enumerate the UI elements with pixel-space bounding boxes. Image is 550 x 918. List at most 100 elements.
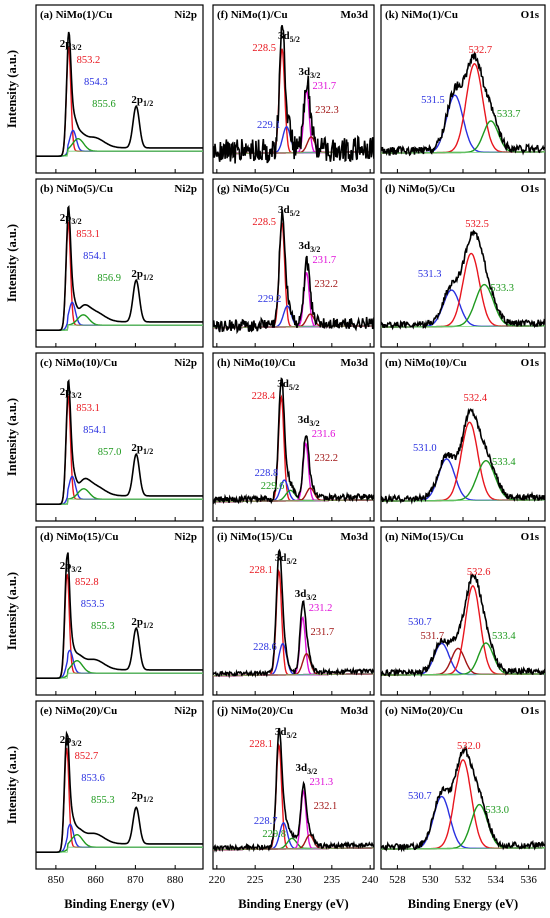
- peak-label: 533.4: [492, 457, 516, 468]
- panel-frame: [212, 700, 375, 870]
- peak-label: 228.6: [253, 642, 277, 653]
- panel-j: (j) NiMo(20)/Cu Mo3d 3d5/2 3d3/2 228.1 228.7 2…: [212, 700, 375, 870]
- panel-f: (f) NiMo(1)/Cu Mo3d 3d5/2 3d3/2 228.5 229.1 23…: [212, 4, 375, 174]
- panels-layer: (a) NiMo(1)/Cu Ni2p 2p3/2 2p1/2 853.2 854.3 85…: [35, 4, 546, 870]
- peak-label: 533.3: [490, 283, 514, 294]
- component-red-2: [381, 585, 545, 676]
- panel-element: Ni2p: [174, 9, 197, 21]
- x-tick-label: 880: [167, 874, 184, 886]
- peak-label: 855.3: [91, 795, 115, 806]
- panel-title: (h) NiMo(10)/Cu: [217, 357, 296, 369]
- orbital-label: 2p1/2: [131, 790, 153, 804]
- envelope-curve: [213, 377, 374, 506]
- peak-label: 531.7: [420, 631, 444, 642]
- peak-label: 231.2: [309, 603, 333, 614]
- peak-label: 532.5: [465, 219, 489, 230]
- component-magenta-2: [213, 616, 374, 677]
- panel-title: (e) NiMo(20)/Cu: [40, 705, 117, 717]
- panel-frame: [380, 526, 546, 696]
- x-tick-label: 528: [389, 874, 406, 886]
- x-tick-label: 860: [87, 874, 104, 886]
- plot-area: [381, 51, 545, 157]
- plot-area: [213, 24, 374, 164]
- envelope-curve: [36, 205, 203, 331]
- baseline: [36, 846, 203, 853]
- component-red-0: [36, 573, 203, 679]
- peak-label: 854.1: [83, 425, 107, 436]
- panel-title: (m) NiMo(10)/Cu: [385, 357, 467, 369]
- orbital-label: 2p1/2: [131, 268, 153, 282]
- component-red-0: [213, 222, 374, 329]
- x-tick-label: 536: [520, 874, 537, 886]
- orbital-label: 2p3/2: [60, 386, 82, 400]
- panel-i: (i) NiMo(15)/Cu Mo3d 3d5/2 3d3/2 228.1 228.6 2…: [212, 526, 375, 696]
- panel-title: (b) NiMo(5)/Cu: [40, 183, 113, 195]
- y-axis-label: Intensity (a.u.): [5, 50, 19, 128]
- panel-o: (o) NiMo(20)/Cu O1s 530.7 532.0 533.0: [380, 700, 546, 870]
- peak-label: 231.7: [311, 627, 335, 638]
- panel-l: (l) NiMo(5)/Cu O1s 531.3 532.5 533.3: [380, 178, 546, 348]
- panel-k: (k) NiMo(1)/Cu O1s 531.5 532.7 533.7: [380, 4, 546, 174]
- panel-element: Ni2p: [174, 357, 197, 369]
- envelope-curve: [36, 31, 203, 157]
- panel-frame: [35, 526, 204, 696]
- x-tick-label: 534: [488, 874, 505, 886]
- panel-e: (e) NiMo(20)/Cu Ni2p 2p3/2 2p1/2 852.7 853.6 8…: [35, 700, 204, 870]
- envelope-curve: [36, 730, 203, 853]
- panel-element: O1s: [521, 183, 540, 195]
- peak-label: 231.3: [309, 777, 333, 788]
- peak-label: 228.1: [249, 565, 273, 576]
- envelope-curve: [36, 552, 203, 679]
- peak-label: 531.3: [418, 269, 442, 280]
- orbital-label: 3d5/2: [275, 552, 297, 566]
- panel-h: (h) NiMo(10)/Cu Mo3d 3d5/2 3d3/2 228.4 228.8 2…: [212, 352, 375, 522]
- baseline: [36, 150, 203, 157]
- panel-g: (g) NiMo(5)/Cu Mo3d 3d5/2 3d3/2 228.5 229.2 23…: [212, 178, 375, 348]
- panel-m: (m) NiMo(10)/Cu O1s 531.0 532.4 533.4: [380, 352, 546, 522]
- x-tick-label: 870: [127, 874, 144, 886]
- x-tick-label: 850: [48, 874, 65, 886]
- panel-element: Mo3d: [341, 183, 369, 195]
- plot-area: [36, 205, 203, 331]
- plot-area: [381, 572, 545, 678]
- baseline: [36, 672, 203, 679]
- orbital-label: 2p3/2: [60, 212, 82, 226]
- orbital-label: 3d3/2: [295, 588, 317, 602]
- component-blue-1: [36, 129, 203, 157]
- peak-label: 853.5: [81, 599, 105, 610]
- panel-element: Mo3d: [341, 9, 369, 21]
- baseline: [381, 847, 545, 850]
- peak-label: 533.7: [497, 109, 521, 120]
- x-tick-label: 532: [455, 874, 472, 886]
- peak-label: 531.0: [413, 443, 437, 454]
- plot-area: [213, 548, 374, 679]
- component-magenta-3: [213, 789, 374, 851]
- orbital-label: 2p1/2: [131, 442, 153, 456]
- panel-n: (n) NiMo(15)/Cu O1s 530.7 531.7 532.6 533.4: [380, 526, 546, 696]
- panel-title: (k) NiMo(1)/Cu: [385, 9, 458, 21]
- plot-area: [213, 727, 374, 853]
- peak-label: 852.8: [75, 577, 99, 588]
- envelope-curve: [381, 572, 545, 678]
- panel-title: (i) NiMo(15)/Cu: [217, 531, 292, 543]
- plot-area: [381, 407, 545, 505]
- panel-element: O1s: [521, 531, 540, 543]
- panel-title: (l) NiMo(5)/Cu: [385, 183, 455, 195]
- plot-area: [36, 31, 203, 157]
- panel-c: (c) NiMo(10)/Cu Ni2p 2p3/2 2p1/2 853.1 854.1 8…: [35, 352, 204, 522]
- orbital-label: 2p3/2: [60, 560, 82, 574]
- peak-label: 853.6: [81, 773, 105, 784]
- panel-title: (c) NiMo(10)/Cu: [40, 357, 117, 369]
- envelope-curve: [381, 407, 545, 505]
- orbital-label: 3d5/2: [275, 726, 297, 740]
- component-blue-0: [381, 94, 545, 154]
- peak-label: 530.7: [408, 617, 432, 628]
- x-axis-label: Binding Energy (eV): [408, 897, 518, 911]
- panel-title: (a) NiMo(1)/Cu: [40, 9, 112, 21]
- peak-label: 232.2: [314, 279, 338, 290]
- envelope-curve: [381, 51, 545, 157]
- component-red-1: [381, 759, 545, 850]
- panel-title: (o) NiMo(20)/Cu: [385, 705, 463, 717]
- peak-label: 854.1: [83, 251, 107, 262]
